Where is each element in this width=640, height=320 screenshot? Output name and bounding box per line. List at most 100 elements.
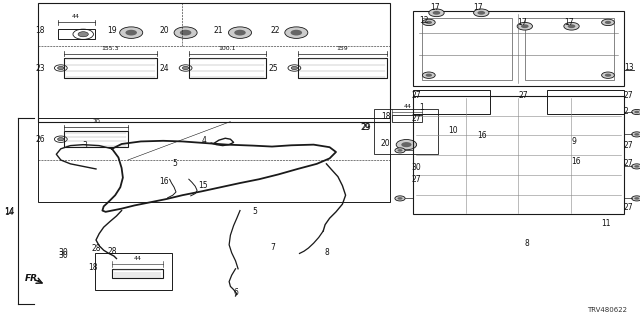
Circle shape (568, 24, 575, 28)
Bar (64, 131, 128, 147)
Text: 10: 10 (448, 126, 458, 135)
Text: FR.: FR. (24, 274, 41, 283)
Circle shape (634, 165, 639, 168)
Text: TRV480622: TRV480622 (588, 308, 627, 313)
Circle shape (180, 30, 191, 36)
Text: 17: 17 (430, 4, 440, 12)
Text: 25: 25 (269, 64, 278, 73)
Text: 8: 8 (324, 248, 329, 257)
Circle shape (228, 27, 252, 38)
Bar (547, 90, 624, 114)
Text: 28: 28 (108, 247, 117, 256)
Circle shape (632, 109, 640, 115)
Text: 70: 70 (92, 119, 100, 124)
Text: 6: 6 (234, 288, 239, 297)
Circle shape (426, 21, 432, 24)
Text: 12: 12 (419, 16, 429, 25)
Circle shape (602, 72, 614, 78)
Text: 1: 1 (419, 103, 424, 112)
Bar (413, 11, 624, 86)
Text: 28: 28 (92, 244, 101, 253)
Text: 27: 27 (412, 175, 421, 184)
Circle shape (605, 74, 611, 77)
Bar (64, 58, 157, 78)
Circle shape (564, 22, 579, 30)
Circle shape (422, 19, 435, 26)
Text: 18: 18 (35, 26, 45, 35)
Text: 20: 20 (160, 26, 170, 35)
Text: 17: 17 (564, 18, 574, 27)
Circle shape (395, 196, 405, 201)
Circle shape (433, 11, 440, 15)
Text: 27: 27 (624, 204, 634, 212)
Circle shape (632, 164, 640, 169)
Circle shape (517, 22, 532, 30)
Text: 26: 26 (35, 135, 45, 144)
Circle shape (634, 111, 639, 113)
Text: 22: 22 (271, 26, 280, 35)
Circle shape (605, 21, 611, 24)
Circle shape (429, 9, 444, 17)
Text: 21: 21 (213, 26, 223, 35)
Circle shape (125, 30, 137, 36)
Text: 30: 30 (59, 252, 68, 260)
Text: 5: 5 (253, 207, 258, 216)
Text: 27: 27 (624, 92, 634, 100)
Text: 7: 7 (270, 243, 275, 252)
Text: 30: 30 (59, 248, 68, 257)
Circle shape (291, 67, 298, 69)
Circle shape (521, 24, 529, 28)
Circle shape (120, 27, 143, 38)
Text: 14: 14 (4, 208, 14, 217)
Text: 11: 11 (602, 220, 611, 228)
Text: 30: 30 (412, 163, 421, 172)
Text: 19: 19 (107, 26, 116, 35)
Bar (58, 29, 95, 39)
Circle shape (602, 19, 614, 26)
Circle shape (401, 142, 412, 147)
Circle shape (397, 197, 403, 200)
Text: 18: 18 (381, 112, 390, 121)
Bar (413, 96, 624, 214)
Text: 16: 16 (477, 131, 486, 140)
Circle shape (291, 30, 302, 36)
Circle shape (632, 132, 640, 137)
Text: 44: 44 (72, 14, 80, 19)
Bar (38, 3, 390, 122)
Circle shape (426, 74, 432, 77)
Text: 5: 5 (173, 159, 178, 168)
Text: 29: 29 (362, 124, 371, 132)
Bar (392, 115, 422, 122)
Bar (413, 90, 490, 114)
Bar (38, 118, 390, 202)
Text: 29: 29 (360, 124, 370, 132)
Circle shape (285, 27, 308, 38)
Text: 27: 27 (412, 114, 421, 123)
Bar (189, 58, 266, 78)
Circle shape (396, 140, 417, 150)
Text: 9: 9 (572, 137, 577, 146)
Circle shape (395, 148, 405, 153)
Text: 15: 15 (198, 181, 208, 190)
Text: 27: 27 (624, 141, 634, 150)
Text: 24: 24 (160, 64, 170, 73)
Circle shape (474, 9, 489, 17)
Circle shape (182, 67, 189, 69)
Circle shape (632, 196, 640, 201)
Text: 14: 14 (4, 207, 15, 216)
Text: 44: 44 (403, 104, 412, 109)
Text: 2: 2 (624, 108, 628, 116)
Bar (525, 18, 614, 80)
Bar (95, 253, 172, 290)
Text: 17: 17 (517, 18, 527, 27)
Text: 159: 159 (337, 45, 348, 51)
Circle shape (477, 11, 485, 15)
Text: 44: 44 (134, 256, 141, 261)
Circle shape (58, 67, 64, 69)
Text: 27: 27 (518, 92, 528, 100)
Circle shape (422, 72, 435, 78)
Circle shape (174, 27, 197, 38)
Text: 17: 17 (474, 4, 483, 12)
Circle shape (634, 133, 639, 136)
Text: 13: 13 (624, 63, 634, 72)
